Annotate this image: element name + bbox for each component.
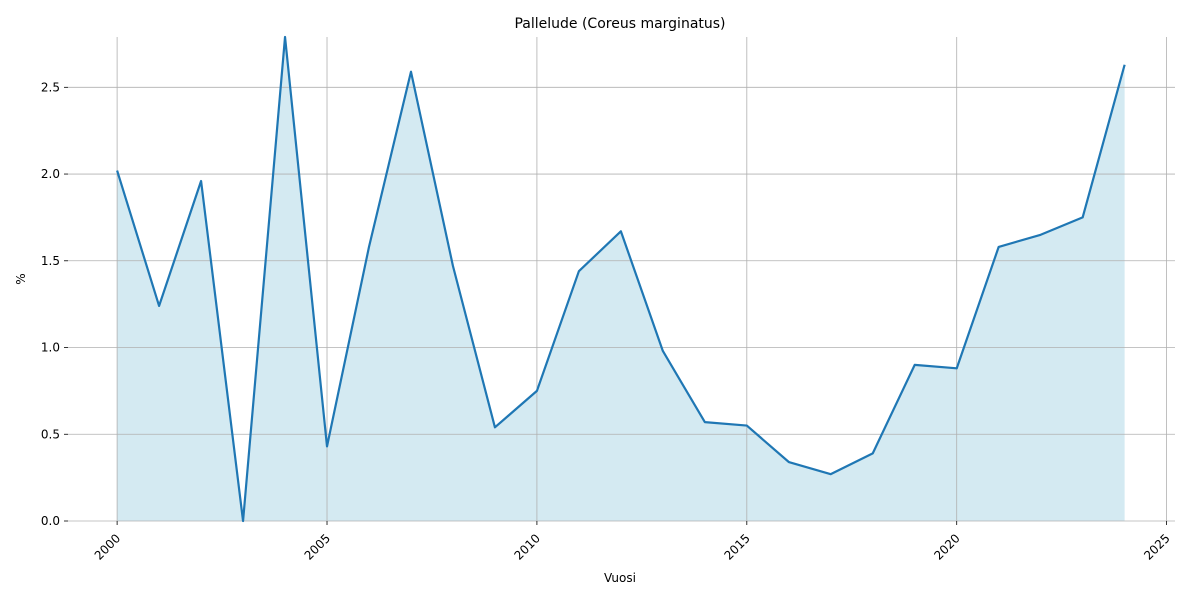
- x-tick-label: 2005: [302, 531, 333, 562]
- x-tick-label: 2020: [931, 531, 962, 562]
- y-tick-label: 2.0: [41, 167, 60, 181]
- y-tick-label: 1.5: [41, 254, 60, 268]
- y-axis-label: %: [14, 273, 28, 284]
- x-tick-label: 2010: [512, 531, 543, 562]
- y-tick-label: 0.0: [41, 514, 60, 528]
- y-tick-label: 0.5: [41, 427, 60, 441]
- x-tick-label: 2000: [92, 531, 123, 562]
- y-tick-label: 1.0: [41, 341, 60, 355]
- x-tick-label: 2025: [1141, 531, 1172, 562]
- x-axis-label: Vuosi: [604, 571, 636, 585]
- y-tick-label: 2.5: [41, 80, 60, 94]
- chart-title: Pallelude (Coreus marginatus): [514, 16, 725, 32]
- line: [116, 35, 1126, 523]
- x-tick-label: 2015: [721, 531, 752, 562]
- area: [117, 37, 1125, 521]
